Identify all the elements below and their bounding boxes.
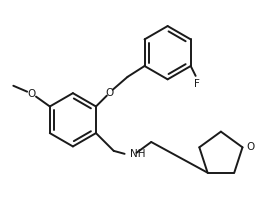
Text: O: O <box>246 142 255 152</box>
Text: O: O <box>27 89 35 99</box>
Text: O: O <box>106 88 114 98</box>
Text: F: F <box>194 79 200 89</box>
Text: NH: NH <box>130 149 145 159</box>
